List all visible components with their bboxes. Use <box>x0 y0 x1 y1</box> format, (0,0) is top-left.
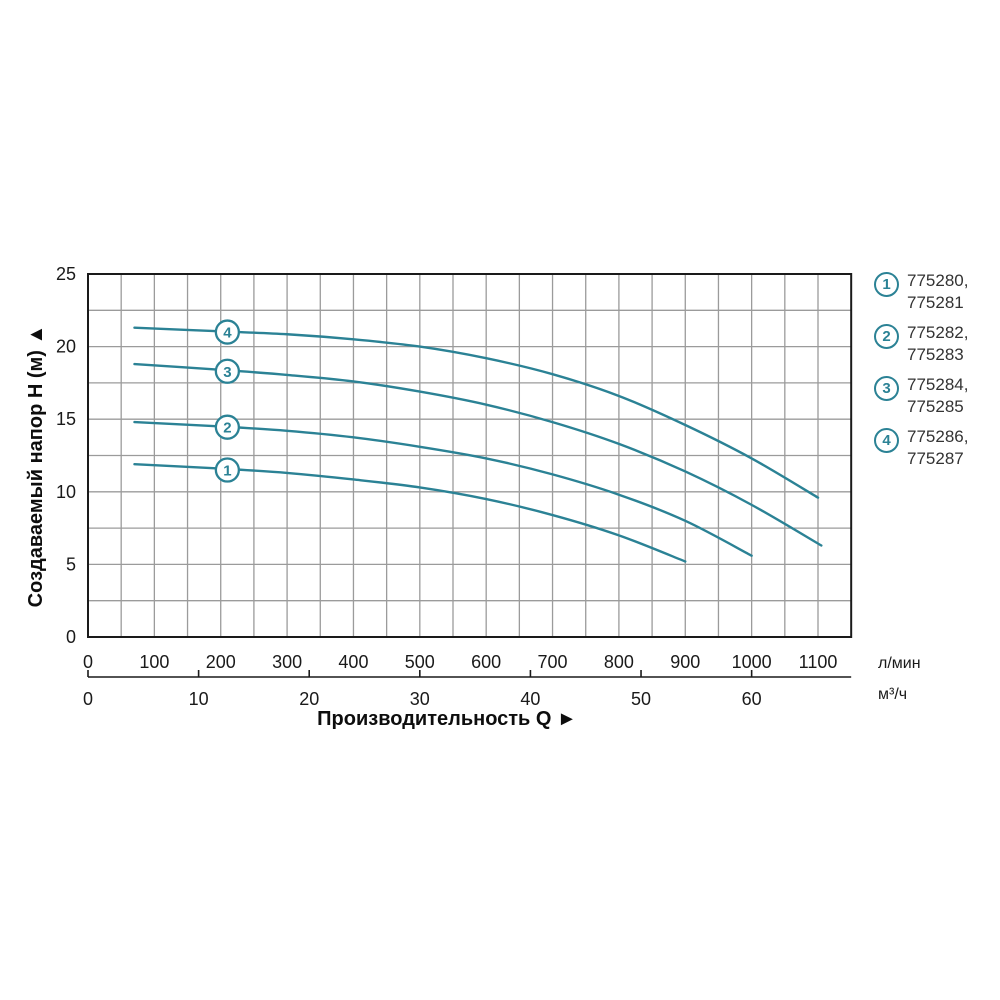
y-axis-ticks: 0 5 10 15 20 25 <box>56 264 76 647</box>
unit-label-m3h: м³/ч <box>878 686 907 703</box>
x-tick-label-lmin: 500 <box>405 652 435 672</box>
x-tick-label-lmin: 600 <box>471 652 501 672</box>
legend-entry-2: 2 775282, 775283 <box>874 322 994 367</box>
curve-badge-number-3: 3 <box>223 364 231 381</box>
x-tick-label-lmin: 1100 <box>799 652 838 672</box>
curve-badge-circle-3 <box>214 358 241 384</box>
y-tick-label: 10 <box>56 482 76 502</box>
curve-badge-1: 1 <box>214 457 241 483</box>
legend: 1 775280, 775281 2 775282, 775283 3 775284, 7… <box>874 270 994 478</box>
curve-badge-3: 3 <box>214 358 241 384</box>
x-tick-label-m3h: 50 <box>631 689 651 709</box>
x-tick-label-lmin: 900 <box>670 652 700 672</box>
x-tick-label-m3h: 30 <box>410 689 430 709</box>
legend-entry-4: 4 775286, 775287 <box>874 426 994 471</box>
legend-number-badge-2: 2 <box>874 323 899 349</box>
curve-badge-number-2: 2 <box>223 420 231 437</box>
x-tick-label-lmin: 200 <box>206 652 236 672</box>
y-tick-label: 0 <box>66 627 76 647</box>
x-tick-label-lmin: 400 <box>338 652 368 672</box>
legend-number-badge-1: 1 <box>874 272 899 297</box>
curve-2 <box>133 420 753 557</box>
legend-models-1: 775280, 775281 <box>907 271 969 313</box>
x-tick-label-lmin: 700 <box>538 652 568 672</box>
x-tick-label-m3h: 40 <box>520 689 540 709</box>
y-tick-label: 15 <box>56 409 76 429</box>
legend-number-badge-3: 3 <box>874 375 899 401</box>
curve-badge-4: 4 <box>214 319 241 345</box>
legend-entry-1: 1 775280, 775281 <box>874 270 994 315</box>
x-tick-label-m3h: 0 <box>83 689 93 709</box>
curve-3 <box>133 362 823 547</box>
x-tick-label-lmin: 300 <box>272 652 302 672</box>
x-tick-label-lmin: 800 <box>604 652 634 672</box>
y-tick-label: 25 <box>56 264 76 284</box>
legend-models-3: 775284, 775285 <box>907 374 969 417</box>
plot-border <box>87 273 853 638</box>
curve-4 <box>133 326 820 499</box>
x-tick-label-m3h: 60 <box>742 689 762 709</box>
curve-badges-layer: 1 2 3 4 <box>214 319 241 483</box>
x-tick-label-lmin: 0 <box>83 652 93 672</box>
curve-badge-number-1: 1 <box>223 463 231 480</box>
legend-models-4: 775286, 775287 <box>907 426 969 469</box>
curve-badge-circle-4 <box>214 319 241 345</box>
legend-models-2: 775282, 775283 <box>907 322 969 365</box>
unit-label-lmin: л/мин <box>878 655 921 672</box>
legend-number-badge-4: 4 <box>874 427 899 453</box>
curve-1 <box>133 463 687 563</box>
x-tick-label-lmin: 1000 <box>732 652 772 672</box>
x-tick-label-m3h: 20 <box>299 689 319 709</box>
x-axis-ticks-lmin: 0 100 200 300 400 500 600 700 800 900 1000 1100 <box>83 652 837 672</box>
x-tick-label-lmin: 100 <box>139 652 169 672</box>
y-tick-label: 20 <box>56 337 76 357</box>
x-axis-secondary-m3h: 0 10 20 30 40 50 60 <box>83 670 852 709</box>
curve-badge-2: 2 <box>214 414 241 440</box>
y-tick-label: 5 <box>66 554 76 574</box>
curve-badge-circle-2 <box>214 414 241 440</box>
legend-entry-3: 3 775284, 775285 <box>874 374 994 419</box>
y-axis-title: Создаваемый напор H (м) ▲ <box>25 325 47 608</box>
curve-badge-number-4: 4 <box>223 325 232 342</box>
x-axis-title: Производительность Q ► <box>317 708 577 730</box>
curve-badge-circle-1 <box>214 457 241 483</box>
x-tick-label-m3h: 10 <box>189 689 209 709</box>
